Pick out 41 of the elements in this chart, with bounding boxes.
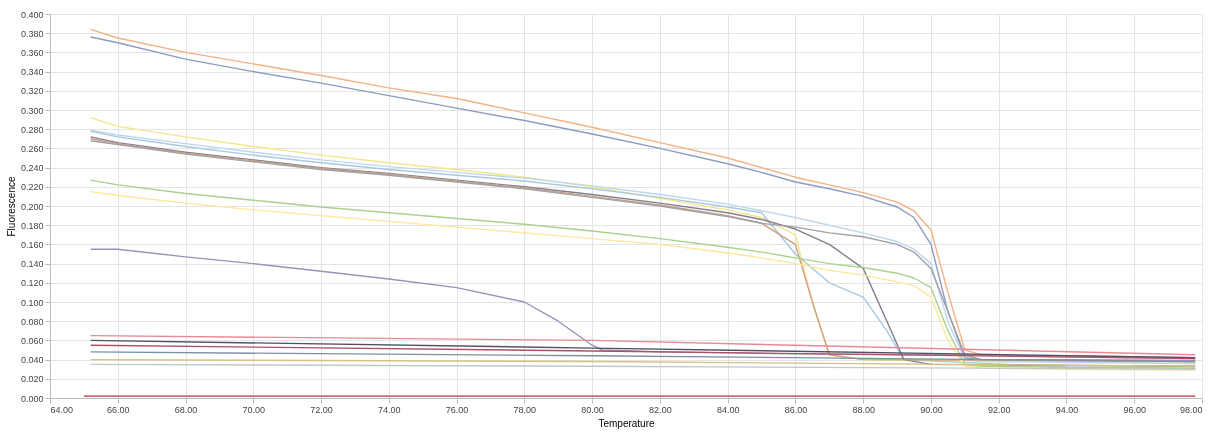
x-tick-label: 98.00 (1179, 404, 1203, 415)
y-tick-label: 0.000 (20, 393, 44, 404)
x-tick-label: 90.00 (920, 404, 943, 415)
x-tick-label: 66.00 (107, 404, 130, 415)
y-tick-label: 0.340 (20, 67, 44, 78)
x-tick-label: 74.00 (378, 404, 401, 415)
x-tick-label: 80.00 (581, 404, 604, 415)
y-tick-label: 0.280 (20, 124, 44, 135)
x-tick-label: 84.00 (716, 404, 740, 415)
y-tick-label: 0.040 (20, 355, 44, 366)
x-tick-label: 64.00 (50, 404, 74, 415)
y-tick-label: 0.400 (20, 9, 44, 20)
y-tick-label: 0.100 (20, 297, 44, 308)
y-tick-label: 0.260 (20, 143, 44, 154)
y-tick-label: 0.380 (20, 28, 44, 39)
y-tick-label: 0.240 (20, 163, 44, 174)
x-tick-label: 82.00 (649, 404, 672, 415)
y-tick-label: 0.140 (20, 259, 44, 270)
y-tick-label: 0.320 (20, 86, 44, 97)
x-tick-label: 78.00 (513, 404, 537, 415)
y-tick-label: 0.080 (20, 316, 44, 327)
x-tick-label: 96.00 (1123, 404, 1146, 415)
y-axis-title: Fluorescence (5, 176, 17, 237)
y-tick-label: 0.220 (20, 182, 44, 193)
y-tick-label: 0.200 (20, 201, 44, 212)
y-tick-label: 0.060 (20, 335, 44, 346)
x-tick-label: 94.00 (1055, 404, 1079, 415)
x-tick-label: 92.00 (987, 404, 1011, 415)
x-tick-label: 72.00 (310, 404, 333, 415)
y-tick-label: 0.120 (20, 278, 44, 289)
x-tick-label: 70.00 (242, 404, 266, 415)
y-tick-label: 0.180 (20, 220, 44, 231)
y-tick-label: 0.300 (20, 105, 44, 116)
y-tick-label: 0.160 (20, 239, 44, 250)
y-tick-label: 0.020 (20, 374, 44, 385)
x-tick-label: 68.00 (174, 404, 198, 415)
x-axis-title: Temperature (598, 417, 656, 429)
x-tick-label: 86.00 (784, 404, 808, 415)
x-tick-label: 88.00 (852, 404, 875, 415)
x-tick-label: 76.00 (445, 404, 469, 415)
y-tick-label: 0.360 (20, 47, 44, 58)
